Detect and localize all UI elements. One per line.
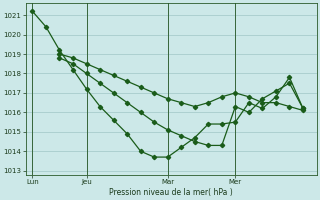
- X-axis label: Pression niveau de la mer( hPa ): Pression niveau de la mer( hPa ): [109, 188, 233, 197]
